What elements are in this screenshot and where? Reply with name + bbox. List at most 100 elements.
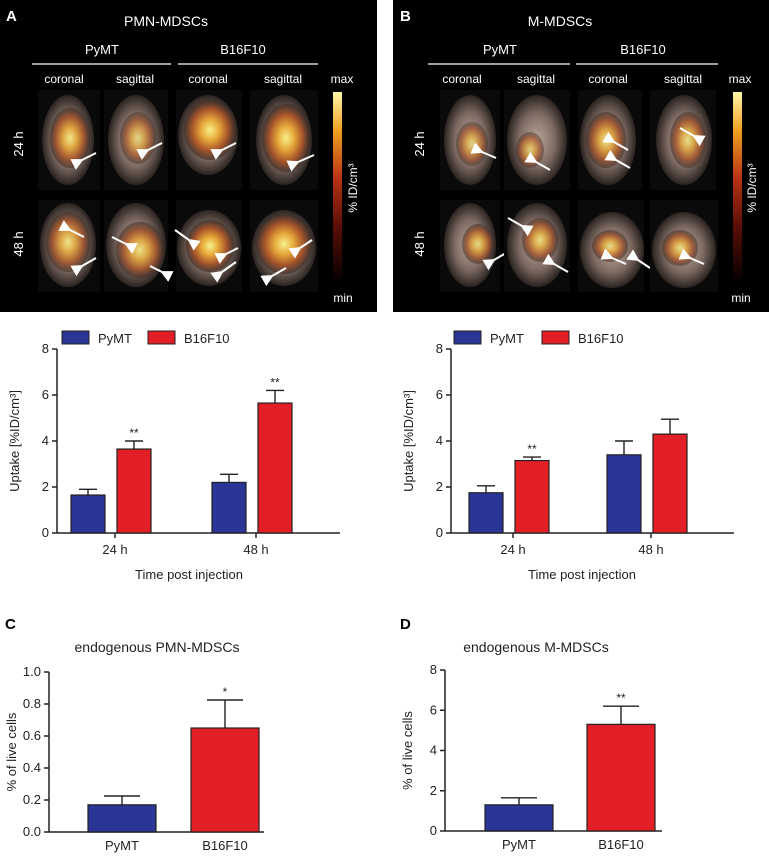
panel-b-group-pymt: PyMT <box>483 42 517 57</box>
chart-a-x-tick-label: 48 h <box>243 542 268 557</box>
pet-image <box>440 90 500 190</box>
chart-c-bar-0 <box>87 804 157 833</box>
panel-b-colorbar <box>733 92 742 284</box>
chart-b-y-label: Uptake [%ID/cm³] <box>401 390 416 492</box>
chart-a-y-tick-label: 0 <box>42 525 49 540</box>
chart-b-x-label: Time post injection <box>528 567 636 582</box>
panel-a-group-pymt: PyMT <box>85 42 119 57</box>
chart-d-y-label: % of live cells <box>400 711 415 790</box>
pet-image <box>578 90 642 190</box>
panel-b-view-2: sagittal <box>517 72 555 86</box>
chart-b-legend-label: PyMT <box>490 331 524 346</box>
panel-a-colorbar-label: % ID/cm³ <box>346 163 360 212</box>
panel-b-colorbar-label: % ID/cm³ <box>745 163 759 212</box>
panel-a-row-24h: 24 h <box>11 131 26 156</box>
chart-a-y-tick-label: 4 <box>42 433 49 448</box>
pet-image <box>38 200 100 292</box>
chart-b-bar-b16f10-0 <box>514 459 550 534</box>
chart-b-x-tick-label: 24 h <box>500 542 525 557</box>
chart-a-y-tick-label: 6 <box>42 387 49 402</box>
panel-a-colorbar <box>333 92 342 284</box>
panel-a-pet-images <box>38 90 318 292</box>
chart-a-legend-label: PyMT <box>98 331 132 346</box>
pet-image <box>504 90 570 190</box>
pet-image <box>578 200 651 292</box>
pet-image <box>38 90 100 190</box>
chart-b-bar-pymt-0 <box>468 492 504 534</box>
chart-d-y-tick-label: 4 <box>430 743 437 758</box>
pet-image <box>104 90 168 190</box>
pet-image <box>250 90 318 190</box>
panel-b-colorbar-max: max <box>729 72 752 86</box>
chart-c-bar-1 <box>190 727 260 833</box>
chart-a-legend-swatch-b16f10 <box>147 330 176 345</box>
chart-a-y-tick-label: 8 <box>42 341 49 356</box>
panel-b-title: M-MDSCs <box>528 13 593 29</box>
chart-b-y-tick-label: 4 <box>436 433 443 448</box>
panel-d-title: endogenous M-MDSCs <box>463 639 609 655</box>
chart-d-bar-1 <box>586 723 656 832</box>
chart-b-legend-swatch-pymt <box>453 330 482 345</box>
chart-a-legend-label: B16F10 <box>184 331 230 346</box>
chart-d-y-tick-label: 6 <box>430 702 437 717</box>
pet-image <box>650 200 718 292</box>
pet-image <box>174 200 242 292</box>
chart-a-x-label: Time post injection <box>135 567 243 582</box>
pet-image <box>650 90 716 190</box>
chart-a-bar-pymt-1 <box>211 481 247 534</box>
chart-a-significance: ** <box>129 426 139 440</box>
chart-b-legend-label: B16F10 <box>578 331 624 346</box>
chart-c-y-tick-label: 0.0 <box>23 824 41 839</box>
panel-a-view-1: coronal <box>44 72 83 86</box>
panel-b-group-b16f10: B16F10 <box>620 42 666 57</box>
panel-d-letter: D <box>400 616 411 633</box>
panel-a-title: PMN-MDSCs <box>124 13 208 29</box>
chart-c-y-tick-label: 0.4 <box>23 760 41 775</box>
chart-a-x-tick-label: 24 h <box>102 542 127 557</box>
panel-a-row-48h: 48 h <box>11 231 26 256</box>
chart-b-bar-pymt-1 <box>606 454 642 534</box>
chart-b-legend-swatch-b16f10 <box>541 330 570 345</box>
panel-b-row-48h: 48 h <box>412 231 427 256</box>
pet-image <box>504 200 570 292</box>
pet-image <box>250 200 318 292</box>
chart-c-x-tick-label: B16F10 <box>202 838 248 853</box>
chart-d-bar-0 <box>484 804 554 832</box>
chart-a-y-label: Uptake [%ID/cm³] <box>7 390 22 492</box>
panel-b-view-4: sagittal <box>664 72 702 86</box>
chart-c-y-tick-label: 0.2 <box>23 792 41 807</box>
chart-d-significance: ** <box>616 691 626 705</box>
panel-b-image: B M-MDSCs PyMT B16F10 coronal sagittal c… <box>393 0 769 312</box>
panel-a-view-2: sagittal <box>116 72 154 86</box>
chart-a-bar-pymt-0 <box>70 494 106 534</box>
chart-a-significance: ** <box>270 375 280 389</box>
chart-d-y-tick-label: 0 <box>430 823 437 838</box>
panel-a-colorbar-min: min <box>333 291 352 305</box>
panel-b-colorbar-min: min <box>731 291 750 305</box>
chart-c-y-label: % of live cells <box>4 712 19 791</box>
chart-b-bar-b16f10-1 <box>652 433 688 534</box>
chart-a-y-tick-label: 2 <box>42 479 49 494</box>
chart-d-x-tick-label: B16F10 <box>598 837 644 852</box>
chart-a-legend-swatch-pymt <box>61 330 90 345</box>
chart-c-x-tick-label: PyMT <box>105 838 139 853</box>
panel-b-letter: B <box>400 8 411 25</box>
panel-c-letter: C <box>5 616 16 633</box>
chart-c-significance: * <box>223 685 228 699</box>
panel-b-row-24h: 24 h <box>412 131 427 156</box>
chart-a-bar-b16f10-0 <box>116 448 152 534</box>
pet-image <box>176 90 242 190</box>
panel-a-letter: A <box>6 8 17 25</box>
chart-b-y-tick-label: 6 <box>436 387 443 402</box>
panel-b-pet-images <box>440 90 718 292</box>
chart-b-significance: ** <box>527 442 537 456</box>
pet-image <box>440 200 507 292</box>
panel-c-title: endogenous PMN-MDSCs <box>75 639 240 655</box>
chart-c-y-tick-label: 0.8 <box>23 696 41 711</box>
chart-c-y-tick-label: 0.6 <box>23 728 41 743</box>
panel-a-view-3: coronal <box>188 72 227 86</box>
panel-b-view-3: coronal <box>588 72 627 86</box>
panel-a-colorbar-max: max <box>331 72 354 86</box>
chart-b-y-tick-label: 2 <box>436 479 443 494</box>
